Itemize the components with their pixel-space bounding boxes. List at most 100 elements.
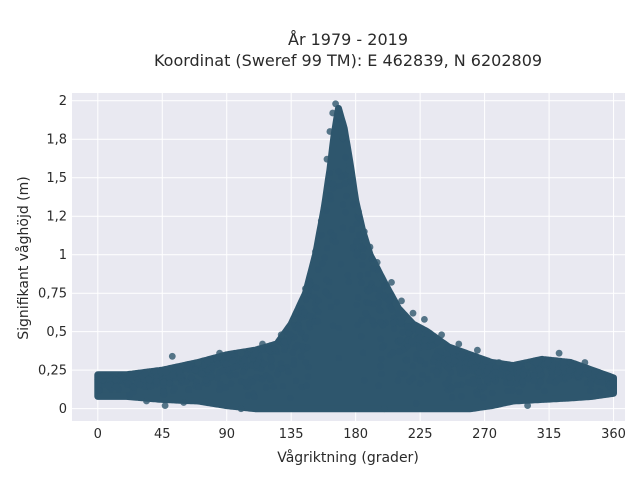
data-point: [274, 370, 281, 378]
y-tick-label: 0,25: [38, 364, 67, 379]
data-point: [485, 364, 493, 371]
data-point: [376, 318, 384, 326]
data-point: [405, 329, 413, 337]
data-point: [460, 365, 468, 372]
data-point: [418, 371, 426, 379]
data-point: [306, 312, 314, 320]
data-point: [249, 378, 257, 386]
data-point: [322, 288, 329, 296]
x-tick-label: 360: [601, 427, 626, 442]
data-point: [224, 353, 232, 361]
data-point: [312, 248, 319, 256]
data-point: [537, 371, 545, 378]
data-point: [507, 379, 514, 387]
data-point: [343, 192, 350, 200]
data-point: [524, 375, 532, 383]
data-point: [251, 350, 259, 358]
data-point: [354, 321, 362, 329]
data-point: [259, 340, 266, 348]
data-point: [315, 297, 322, 304]
data-point: [444, 356, 452, 363]
data-point: [95, 376, 103, 384]
data-point: [560, 359, 567, 367]
data-point: [378, 344, 386, 351]
data-point: [417, 357, 425, 365]
data-point: [360, 228, 368, 236]
data-point: [434, 338, 442, 346]
data-point: [395, 348, 403, 356]
data-point: [312, 305, 320, 313]
data-point: [279, 382, 287, 390]
data-point: [409, 374, 417, 382]
data-point: [295, 324, 302, 332]
data-point: [270, 345, 278, 352]
data-point: [358, 261, 366, 269]
data-point: [227, 380, 235, 388]
data-point: [159, 387, 167, 395]
data-point: [535, 366, 543, 373]
data-point: [389, 319, 397, 327]
data-point: [166, 379, 174, 387]
data-point: [377, 335, 385, 343]
data-point: [378, 370, 385, 378]
data-point: [229, 357, 237, 364]
data-point: [435, 362, 442, 369]
data-point: [411, 321, 418, 329]
data-point: [581, 359, 589, 366]
data-point: [185, 386, 193, 394]
data-point: [408, 337, 416, 345]
data-point: [458, 392, 465, 400]
data-point: [326, 169, 333, 177]
data-point: [459, 370, 467, 377]
data-point: [464, 378, 472, 386]
data-point: [171, 384, 178, 392]
data-point: [412, 400, 420, 407]
data-point: [314, 266, 322, 274]
data-point: [596, 388, 604, 395]
y-tick-label: 0,75: [38, 287, 67, 302]
data-point: [416, 380, 424, 387]
data-point: [470, 353, 478, 361]
data-point: [286, 331, 294, 338]
data-point: [458, 350, 466, 358]
data-point: [470, 380, 477, 388]
data-point: [336, 182, 343, 190]
data-point: [335, 354, 343, 362]
data-point: [268, 356, 276, 364]
data-point: [403, 356, 411, 364]
data-point: [532, 359, 540, 366]
data-point: [302, 359, 309, 366]
data-point: [260, 360, 268, 368]
data-point: [353, 301, 361, 309]
data-point: [339, 134, 347, 142]
data-point: [258, 346, 266, 353]
data-point: [609, 379, 616, 387]
y-tick-label: 1,5: [46, 171, 67, 186]
data-point: [105, 382, 112, 390]
data-point: [183, 362, 191, 369]
x-tick-label: 270: [472, 427, 497, 442]
data-point: [404, 323, 412, 330]
data-point: [368, 255, 376, 263]
data-point: [442, 380, 450, 388]
data-point: [302, 333, 309, 341]
data-point: [208, 364, 216, 371]
data-point: [416, 334, 424, 341]
data-point: [404, 342, 411, 350]
data-point: [302, 296, 310, 303]
data-point: [251, 393, 258, 401]
data-point: [146, 376, 153, 384]
data-point: [358, 333, 365, 340]
data-point: [394, 310, 402, 317]
data-point: [375, 382, 383, 390]
data-point: [420, 342, 428, 350]
data-point: [596, 372, 604, 380]
data-point: [233, 363, 241, 370]
data-point: [329, 109, 337, 117]
data-point: [303, 382, 310, 390]
data-point: [100, 372, 108, 379]
data-point: [515, 388, 523, 396]
data-point: [586, 387, 594, 395]
data-point: [278, 365, 286, 372]
data-point: [219, 367, 226, 375]
